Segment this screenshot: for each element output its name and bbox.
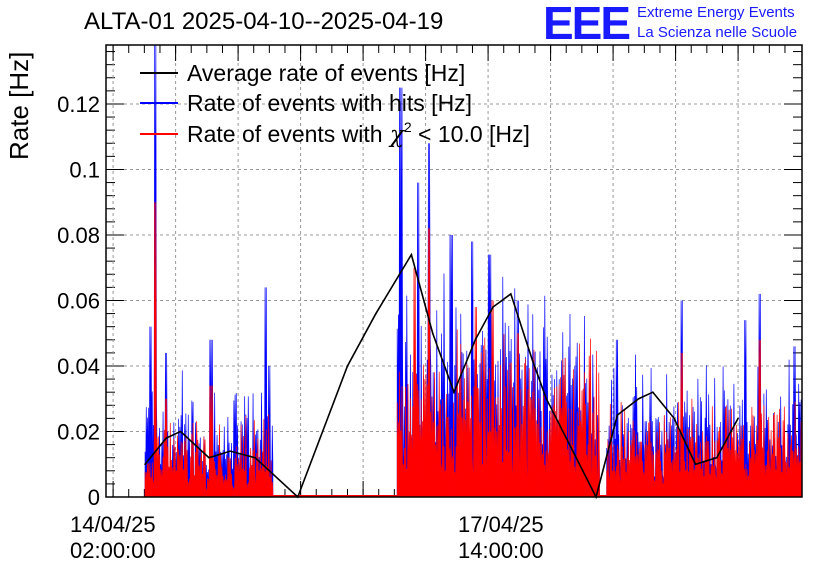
legend-label-1: Average rate of events [Hz] <box>187 60 465 86</box>
x-tick-label-1: 14/04/25 02:00:00 <box>70 512 156 564</box>
average-rate-point <box>165 437 168 439</box>
legend-label-3: Rate of events with χ2 < 10.0 [Hz] <box>187 119 530 148</box>
chi2-rate-series-segment-2 <box>396 228 600 498</box>
x-tick-1-time: 02:00:00 <box>70 538 156 563</box>
average-rate-point <box>453 391 455 393</box>
y-tick-label: 0.02 <box>57 419 100 444</box>
average-rate-point <box>652 391 654 393</box>
y-tick-label: 0.04 <box>57 354 100 379</box>
average-rate-point <box>346 365 349 367</box>
average-rate-point <box>410 253 413 256</box>
average-rate-point <box>144 463 146 466</box>
average-rate-point <box>208 456 210 459</box>
average-rate-point <box>737 417 739 420</box>
chi2-rate-series-segment-3 <box>606 339 803 498</box>
y-tick-label: 0.1 <box>69 157 100 182</box>
logo-line-1: Extreme Energy Events <box>637 4 795 21</box>
average-rate-point <box>492 306 494 308</box>
average-rate-point <box>616 414 619 416</box>
chi2-rate-series-segment-1 <box>144 202 274 498</box>
average-rate-point <box>375 312 377 315</box>
average-rate-point <box>179 430 182 433</box>
average-rate-point <box>637 397 640 400</box>
average-rate-point <box>715 456 718 459</box>
x-tick-2-date: 17/04/25 <box>458 512 544 537</box>
average-rate-point <box>545 397 548 400</box>
average-rate-point <box>229 450 232 452</box>
average-rate-point <box>673 417 675 420</box>
x-tick-2-time: 14:00:00 <box>458 538 544 563</box>
average-rate-point <box>474 338 477 341</box>
average-rate-line <box>144 252 739 500</box>
y-tick-label: 0 <box>88 485 100 510</box>
x-tick-1-date: 14/04/25 <box>70 512 156 537</box>
average-rate-point <box>510 293 512 295</box>
x-tick-label-2: 17/04/25 14:00:00 <box>458 512 544 564</box>
legend-label-2: Rate of events with hits [Hz] <box>187 90 472 116</box>
y-tick-label: 0.12 <box>57 92 100 117</box>
average-rate-point <box>254 456 256 459</box>
plot-frame <box>105 44 803 498</box>
average-rate-point <box>531 358 533 361</box>
logo-line-2: La Scienza nelle Scuole <box>637 24 798 41</box>
average-rate-point <box>694 463 697 466</box>
average-rate-point <box>431 332 434 335</box>
y-tick-label: 0.08 <box>57 223 100 248</box>
chart-title: ALTA-01 2025-04-10--2025-04-19 <box>84 8 444 35</box>
average-rate-point <box>193 443 196 446</box>
y-tick-label: 0.06 <box>57 288 100 313</box>
eee-logo: EEE <box>543 0 631 49</box>
